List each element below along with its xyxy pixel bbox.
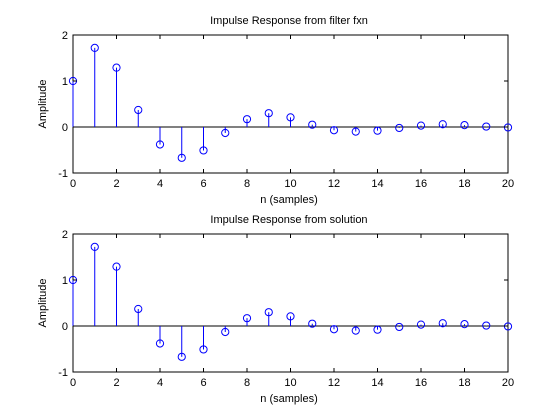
stem-marker xyxy=(329,126,339,135)
y-tick-label: 0 xyxy=(62,122,68,134)
stem-marker xyxy=(351,326,360,335)
x-tick-label: 2 xyxy=(113,377,119,389)
x-tick-label: 16 xyxy=(415,377,427,389)
y-tick-label: 1 xyxy=(62,275,68,287)
stem-series xyxy=(68,242,513,361)
stem-marker xyxy=(416,121,426,130)
stem-marker xyxy=(242,314,252,323)
stem-marker xyxy=(221,327,230,337)
stem-marker xyxy=(460,121,469,130)
x-tick-label: 10 xyxy=(284,178,296,190)
stem-marker xyxy=(395,322,404,332)
x-tick-label: 14 xyxy=(371,377,383,389)
x-tick-label: 0 xyxy=(70,178,76,190)
y-tick-label: 1 xyxy=(62,76,68,88)
x-tick-label: 18 xyxy=(458,178,470,190)
x-tick-label: 12 xyxy=(328,178,340,190)
y-tick-label: 0 xyxy=(62,321,68,333)
plot-area xyxy=(72,233,509,373)
x-axis-label: n (samples) xyxy=(260,393,317,405)
x-tick-label: 8 xyxy=(244,178,250,190)
x-tick-label: 6 xyxy=(200,178,206,190)
stem-marker xyxy=(242,115,252,124)
y-axis-label: Amplitude xyxy=(37,80,49,129)
stem-marker xyxy=(308,319,317,328)
x-axis-label: n (samples) xyxy=(260,194,317,206)
stem-marker xyxy=(395,123,404,133)
stem-marker xyxy=(482,321,491,330)
x-tick-label: 0 xyxy=(70,377,76,389)
stem-marker xyxy=(199,345,208,354)
stem-marker xyxy=(264,109,273,118)
stem-marker xyxy=(416,320,426,329)
plot-area xyxy=(72,34,509,174)
y-tick-label: 2 xyxy=(62,30,68,42)
y-tick-label: 2 xyxy=(62,229,68,241)
x-tick-label: 2 xyxy=(113,178,119,190)
stem-marker xyxy=(112,262,121,271)
x-tick-label: 14 xyxy=(371,178,383,190)
stem-marker xyxy=(90,43,99,52)
x-tick-label: 4 xyxy=(157,178,163,190)
stem-marker xyxy=(90,242,99,251)
x-tick-label: 6 xyxy=(200,377,206,389)
stem-marker xyxy=(438,319,447,328)
stem-marker xyxy=(155,140,165,149)
stem-marker xyxy=(134,105,143,115)
x-tick-label: 20 xyxy=(502,377,514,389)
stem-marker xyxy=(373,126,382,135)
stem-marker xyxy=(329,325,339,334)
stem-marker xyxy=(438,120,447,129)
stem-marker xyxy=(221,128,230,138)
stem-marker xyxy=(351,127,360,136)
x-tick-label: 16 xyxy=(415,178,427,190)
stem-marker xyxy=(482,122,491,131)
stem-marker xyxy=(177,352,186,361)
x-tick-label: 10 xyxy=(284,377,296,389)
stem-marker xyxy=(177,153,186,162)
x-tick-label: 4 xyxy=(157,377,163,389)
plot-title: Impulse Response from solution xyxy=(210,214,367,226)
subplot-bottom: Impulse Response from solution 0 2 4 6 8 10 12… xyxy=(37,214,514,405)
stem-marker xyxy=(373,325,382,334)
stem-marker xyxy=(286,113,295,122)
stem-marker xyxy=(199,146,208,155)
subplot-top: Impulse Response from filter fxn 0 2 4 6 8 10… xyxy=(37,15,514,206)
stem-series xyxy=(68,43,513,162)
x-tick-label: 18 xyxy=(458,377,470,389)
stem-marker xyxy=(264,308,273,317)
y-tick-label: -1 xyxy=(58,367,68,379)
stem-marker xyxy=(134,304,143,314)
stem-marker xyxy=(155,339,165,348)
x-tick-label: 12 xyxy=(328,377,340,389)
stem-marker xyxy=(308,120,317,129)
plot-title: Impulse Response from filter fxn xyxy=(210,15,368,27)
stem-marker xyxy=(286,312,295,321)
y-tick-label: -1 xyxy=(58,168,68,180)
x-tick-label: 20 xyxy=(502,178,514,190)
stem-marker xyxy=(460,320,469,329)
stem-marker xyxy=(112,63,121,72)
x-tick-label: 8 xyxy=(244,377,250,389)
y-axis-label: Amplitude xyxy=(37,279,49,328)
